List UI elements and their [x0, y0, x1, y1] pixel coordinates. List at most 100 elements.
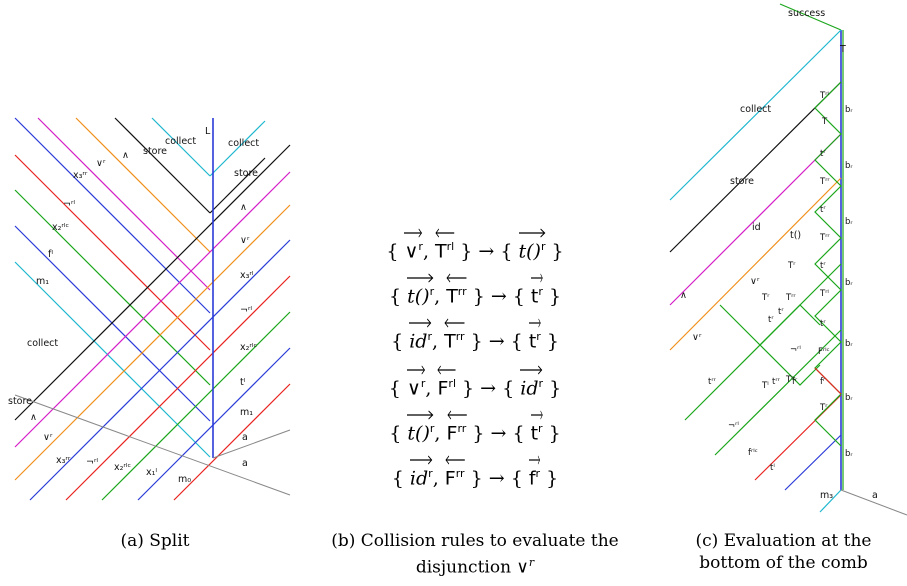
label-vr-top: ∨ʳ — [96, 158, 106, 169]
caption-b-line1: (b) Collision rules to evaluate the — [331, 531, 619, 551]
rule-right-token-text: F — [446, 422, 458, 445]
label-tcall-c: t() — [790, 230, 801, 241]
baseline-gray — [14, 394, 291, 496]
label-store-right: store — [234, 168, 258, 179]
right-tokens: Tʳˡ Ttʳ Tʳʳ tʳ Tʳʳ tʳ Tʳˡ tʳ Fʳˡᶜ fʳ Tʳ — [818, 91, 830, 413]
rule-punct: , — [422, 240, 436, 263]
line-blue-a1 — [14, 117, 211, 314]
rule-right-token-sup: rl — [446, 240, 455, 253]
rule-left-token: idr — [409, 455, 433, 489]
rule-result-token-sup: r — [536, 330, 541, 343]
right-token: T — [821, 117, 828, 127]
rule-punct: { — [388, 285, 408, 308]
red-tooth — [814, 367, 842, 395]
rule-result-token-sup: r — [538, 377, 544, 390]
bottom-cyan — [819, 489, 842, 513]
collision-rule: { t()r, Frr } → { tr } — [290, 410, 660, 445]
rule-right-token-text: F — [444, 467, 456, 490]
rule-left-token-sup: r — [428, 467, 433, 480]
rule-result-token-sup: r — [538, 422, 543, 435]
caption-c-line1: (c) Evaluation at the — [695, 531, 872, 551]
rule-right-token: Frl — [437, 365, 457, 399]
rule-result-token-sup: r — [540, 240, 546, 253]
right-token: Tʳˡ — [819, 91, 829, 101]
rule-left-token-sup: r — [420, 377, 426, 390]
rule-right-token-sup: rr — [457, 285, 467, 298]
rule-result-token: tr — [530, 410, 543, 444]
rule-punct: , — [432, 467, 445, 490]
caption-c-line2: bottom of the comb — [699, 553, 868, 573]
rule-punct: } — [540, 330, 559, 353]
b-label: bᵣ — [845, 278, 853, 288]
line-blue-a2 — [14, 225, 211, 422]
rule-result-token-text: t — [528, 330, 537, 353]
collision-rule: { t()r, Trr } → { tr } — [290, 273, 660, 308]
b-label: bᵣ — [845, 217, 853, 227]
b-labels: bᵣ bᵣ bᵣ bᵣ bᵣ bᵣ bᵣ — [845, 105, 853, 459]
rule-punct: } — [540, 467, 559, 490]
mid-token: tʳʳ — [772, 377, 781, 387]
caption-a: (a) Split — [120, 531, 190, 551]
line-cyan-b2 — [209, 120, 266, 177]
rule-left-token-text: ∨ — [404, 240, 419, 263]
line-blue-c — [784, 434, 842, 491]
rule-right-token: Frr — [446, 410, 467, 445]
mid-token: tʳ — [768, 315, 774, 325]
rule-punct: } — [543, 377, 562, 400]
rule-left-token-text: t() — [407, 285, 430, 308]
line-blue-b2 — [137, 347, 291, 501]
right-token: Tʳˡ — [819, 289, 829, 299]
rule-punct: } — [542, 422, 561, 445]
right-token: Fʳˡᶜ — [818, 347, 830, 357]
left-token: fʳˡᶜ — [748, 448, 758, 458]
right-token: tʳ — [820, 319, 826, 329]
rule-left-token-sup: r — [427, 330, 432, 343]
evaluation-diagram: success T collect store id t() ∨ʳ ∧ ∨ʳ b… — [669, 3, 907, 516]
label-m1-right: m₁ — [240, 407, 253, 418]
mid-token: ¬ʳˡ — [790, 345, 801, 355]
comb-zigzag-3 — [759, 344, 821, 386]
split-diagram: store collect L collect store x₃ʳʳ ∨ʳ ∧ … — [8, 117, 291, 501]
label-store-left: store — [8, 396, 32, 407]
collision-rule: { ∨r, Frl } → { idr } — [290, 365, 660, 400]
success-line — [779, 3, 842, 31]
rule-right-token-sup: rr — [455, 467, 465, 480]
rule-punct: { — [388, 377, 407, 400]
right-token: Tʳʳ — [819, 177, 830, 187]
rule-left-token-text: id — [409, 330, 428, 353]
rule-right-token: Trl — [435, 228, 455, 262]
rule-right-token-sup: rr — [457, 422, 467, 435]
line-blue-b1 — [29, 239, 291, 501]
mid-token: Tʳ — [787, 261, 796, 271]
line-red-b1 — [65, 275, 291, 501]
rule-result-token-text: f — [528, 467, 536, 490]
right-token: Tʳ — [819, 403, 828, 413]
label-T: T — [839, 44, 846, 55]
line-magenta-a1 — [37, 117, 211, 291]
rule-punct: } → { — [454, 240, 519, 263]
line-green-a1 — [14, 189, 211, 386]
b-label: bᵣ — [845, 449, 853, 459]
line-red-c — [754, 394, 842, 481]
label-neg-rl-left: ¬ʳˡ — [63, 199, 75, 210]
rule-punct: } → { — [464, 467, 529, 490]
mid-token: Tʳ — [785, 375, 794, 385]
right-token: Tʳʳ — [819, 233, 830, 243]
line-black-b1 — [14, 144, 291, 421]
left-token: tʳʳ — [708, 377, 717, 387]
label-x3rr-bottom: x₃ʳʳ — [56, 455, 71, 466]
label-neg-rl-right: ¬ʳˡ — [240, 305, 252, 316]
label-tl-right: tˡ — [240, 377, 246, 388]
rule-result-token-sup: r — [538, 285, 543, 298]
panel-split: store collect L collect store x₃ʳʳ ∨ʳ ∧ … — [0, 0, 291, 586]
label-vr-mid: ∨ʳ — [750, 276, 760, 287]
rule-right-token: Trr — [446, 273, 467, 307]
comb-zigzag-2 — [719, 304, 821, 346]
rule-right-token-sup: rr — [455, 330, 465, 343]
line-orange-c — [669, 177, 842, 351]
mid-token: Tʳʳ — [785, 293, 796, 303]
rule-punct: { — [391, 467, 410, 490]
rule-left-token: idr — [409, 318, 432, 353]
label-m1-left: m₁ — [36, 276, 49, 287]
label-collect-right: collect — [228, 138, 259, 149]
